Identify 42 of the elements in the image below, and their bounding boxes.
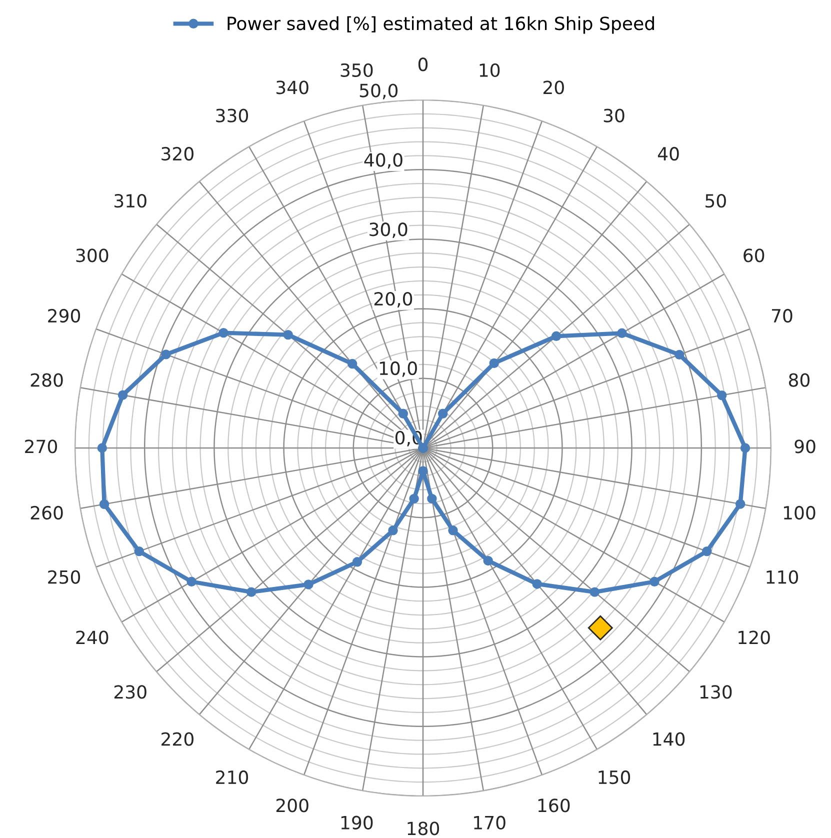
spoke-label: 150 (598, 770, 630, 784)
spoke-label: 260 (30, 506, 63, 520)
spoke-label: 320 (162, 146, 194, 161)
spoke-label: 300 (76, 248, 108, 262)
spoke-label: 80 (788, 373, 810, 387)
y-tick-label: 10,0 (380, 361, 417, 377)
spoke-label: 230 (114, 685, 146, 699)
spoke-label: 240 (76, 630, 108, 644)
spoke-label: 330 (216, 108, 248, 122)
spoke-label: 200 (276, 798, 308, 812)
spoke-label: 30 (604, 108, 624, 122)
spoke-label: 210 (216, 770, 248, 784)
spoke-label: 10 (480, 63, 500, 78)
y-tick-label: 30,0 (370, 222, 408, 238)
spoke-label: 310 (114, 194, 146, 208)
spoke-label: 40 (658, 146, 679, 161)
spoke-label: 270 (25, 440, 58, 454)
spoke-label: 90 (794, 440, 816, 454)
spoke-label: 180 (408, 822, 440, 836)
spoke-label: 340 (276, 80, 308, 94)
spoke-label: 130 (700, 685, 732, 699)
y-tick-label: 40,0 (364, 153, 402, 169)
spoke-label: 60 (744, 248, 764, 262)
spoke-label: 120 (738, 630, 770, 644)
y-tick-label: 20,0 (374, 292, 412, 308)
spoke-label: 290 (48, 308, 80, 323)
spoke-label: 50 (706, 194, 726, 208)
spoke-label: 160 (538, 798, 570, 812)
spoke-label: 220 (162, 732, 194, 746)
spoke-label: 0 (418, 58, 428, 72)
spoke-label: 140 (653, 732, 685, 746)
spoke-label: 280 (30, 373, 63, 387)
spoke-label: 20 (543, 80, 564, 94)
spoke-label: 110 (766, 570, 798, 584)
spoke-label: 170 (474, 816, 506, 830)
spoke-label: 250 (48, 570, 80, 584)
spoke-label: 70 (772, 308, 792, 323)
spoke-label: 350 (340, 63, 373, 78)
legend-label: Power saved [%] estimated at 16kn Ship Speed (228, 16, 654, 34)
y-tick-label: 50,0 (360, 84, 398, 100)
spoke-label: 100 (784, 506, 816, 520)
spoke-label: 190 (341, 816, 373, 830)
